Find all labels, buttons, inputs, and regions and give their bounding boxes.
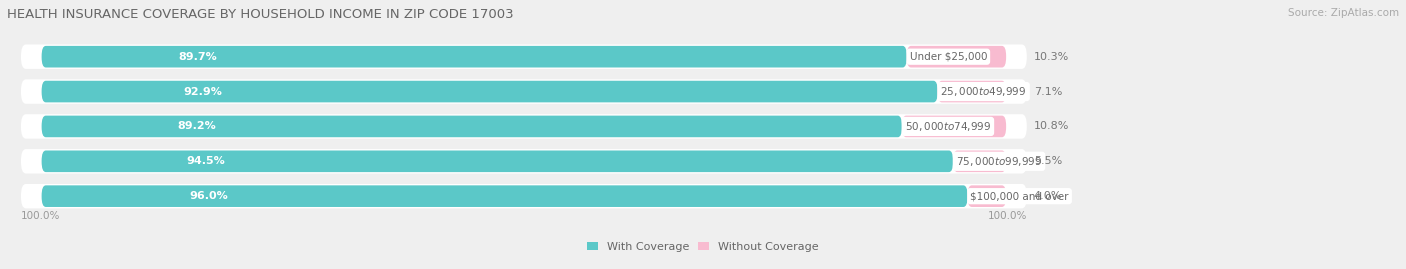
FancyBboxPatch shape: [907, 46, 1007, 68]
FancyBboxPatch shape: [42, 150, 953, 172]
Text: HEALTH INSURANCE COVERAGE BY HOUSEHOLD INCOME IN ZIP CODE 17003: HEALTH INSURANCE COVERAGE BY HOUSEHOLD I…: [7, 8, 513, 21]
Text: 10.3%: 10.3%: [1033, 52, 1069, 62]
FancyBboxPatch shape: [938, 81, 1007, 102]
Text: Source: ZipAtlas.com: Source: ZipAtlas.com: [1288, 8, 1399, 18]
Text: 100.0%: 100.0%: [21, 211, 60, 221]
FancyBboxPatch shape: [42, 46, 907, 68]
FancyBboxPatch shape: [967, 185, 1007, 207]
Legend: With Coverage, Without Coverage: With Coverage, Without Coverage: [582, 238, 824, 256]
Text: $50,000 to $74,999: $50,000 to $74,999: [904, 120, 991, 133]
Text: 94.5%: 94.5%: [187, 156, 225, 166]
FancyBboxPatch shape: [21, 44, 1026, 69]
FancyBboxPatch shape: [953, 150, 1007, 172]
Text: $25,000 to $49,999: $25,000 to $49,999: [941, 85, 1026, 98]
Text: $100,000 and over: $100,000 and over: [970, 191, 1069, 201]
Text: $75,000 to $99,999: $75,000 to $99,999: [956, 155, 1042, 168]
Text: 96.0%: 96.0%: [188, 191, 228, 201]
FancyBboxPatch shape: [21, 114, 1026, 139]
Text: 100.0%: 100.0%: [987, 211, 1026, 221]
FancyBboxPatch shape: [42, 116, 903, 137]
Text: 4.0%: 4.0%: [1033, 191, 1062, 201]
FancyBboxPatch shape: [903, 116, 1007, 137]
Text: 89.2%: 89.2%: [177, 121, 217, 132]
Text: 92.9%: 92.9%: [183, 87, 222, 97]
FancyBboxPatch shape: [21, 149, 1026, 174]
Text: 10.8%: 10.8%: [1033, 121, 1069, 132]
Text: Under $25,000: Under $25,000: [910, 52, 987, 62]
Text: 5.5%: 5.5%: [1033, 156, 1062, 166]
FancyBboxPatch shape: [21, 79, 1026, 104]
FancyBboxPatch shape: [21, 184, 1026, 208]
Text: 7.1%: 7.1%: [1033, 87, 1062, 97]
Text: 89.7%: 89.7%: [179, 52, 217, 62]
FancyBboxPatch shape: [42, 185, 967, 207]
FancyBboxPatch shape: [42, 81, 938, 102]
